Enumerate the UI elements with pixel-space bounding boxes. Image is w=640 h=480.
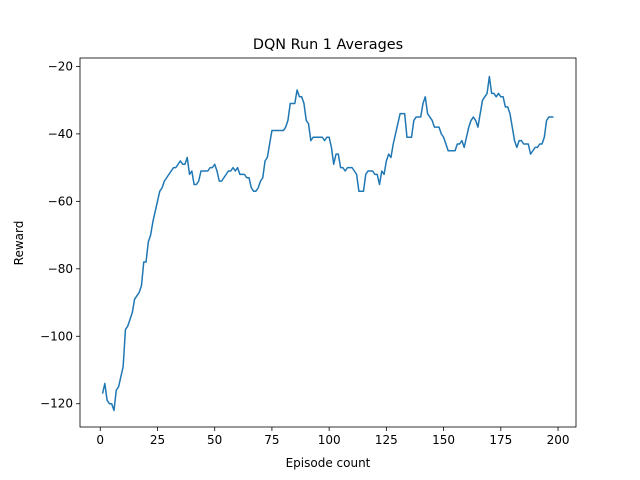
plot-frame xyxy=(79,57,577,428)
x-tick-label: 100 xyxy=(318,433,341,447)
data-line xyxy=(101,75,554,412)
y-tick-label: −60 xyxy=(48,194,73,208)
x-tick-label: 50 xyxy=(207,433,222,447)
y-axis-label: Reward xyxy=(12,221,26,266)
x-tick-label: 125 xyxy=(375,433,398,447)
x-axis-label: Episode count xyxy=(286,456,371,470)
y-tick-label: −80 xyxy=(48,262,73,276)
y-tick-label: −40 xyxy=(48,127,73,141)
x-tick-label: 25 xyxy=(150,433,165,447)
x-tick-label: 75 xyxy=(264,433,279,447)
chart-title: DQN Run 1 Averages xyxy=(253,37,403,53)
x-tick-label: 150 xyxy=(432,433,455,447)
x-tick-label: 200 xyxy=(547,433,570,447)
x-tick-label: 175 xyxy=(489,433,512,447)
x-tick-label: 0 xyxy=(96,433,104,447)
y-tick-label: −20 xyxy=(48,59,73,73)
y-tick-label: −120 xyxy=(40,397,73,411)
y-tick-label: −100 xyxy=(40,329,73,343)
